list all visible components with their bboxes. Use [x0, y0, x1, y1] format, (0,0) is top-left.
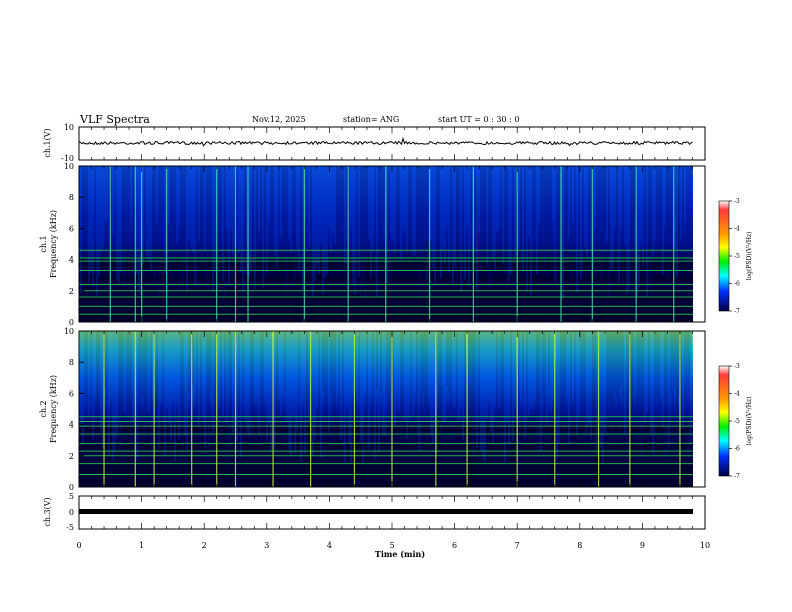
ch1-spec-ytick-label: 10	[64, 162, 74, 171]
ch2-colorbar-tick-label: -7	[734, 473, 740, 480]
x-tick-label: 8	[577, 541, 582, 550]
ch1-spec-ylabel-channel: ch.1	[39, 235, 48, 252]
ch1-colorbar-label: log(PSD)(V²/Hz)	[746, 232, 753, 281]
ch2-colorbar-tick-label: -4	[734, 391, 740, 398]
x-tick-label: 4	[327, 541, 332, 550]
ch2-colorbar-tick-label: -3	[734, 363, 740, 370]
date-label: Nov.12, 2025	[252, 115, 306, 124]
ch1-waveform-panel: ch.1(V) 10 -10	[43, 123, 706, 163]
ch1-ytick-top: 10	[64, 123, 74, 132]
ch1-spec-ytick-label: 8	[69, 193, 74, 202]
ch1-spec-ytick-label: 4	[69, 256, 74, 265]
ch1-ylabel: ch.1(V)	[43, 128, 52, 157]
ch1-spec-ylabel-frequency: Frequency (kHz)	[49, 210, 58, 278]
ch2-spec-ylabel-frequency: Frequency (kHz)	[49, 375, 58, 443]
x-tick-label: 3	[264, 541, 269, 550]
ch1-spectrogram-panel: ch.1 Frequency (kHz) 0 2 4 6 8 10	[39, 162, 706, 327]
ch3-waveform-panel: ch.3(V) 5 0 -5	[43, 492, 706, 532]
x-tick-label: 5	[389, 541, 394, 550]
ch1-colorbar-tick-label: -3	[734, 198, 740, 205]
ch2-colorbar: -3 -4 -5 -6 -7 log(PSD)(V²/Hz)	[718, 363, 753, 480]
x-tick-label: 6	[452, 541, 457, 550]
figure-title: VLF Spectra	[79, 113, 150, 126]
dark-band	[79, 444, 693, 450]
x-tick-label: 10	[700, 541, 710, 550]
ch3-ytick-mid: 0	[69, 508, 74, 517]
ch2-spec-ylabel-channel: ch.2	[39, 400, 48, 417]
ch2-spec-ytick-label: 0	[69, 483, 74, 492]
ch2-spectrogram-panel: ch.2 Frequency (kHz) 0 2 4 6 8 10	[39, 327, 706, 492]
ch1-colorbar-tick-label: -6	[734, 281, 740, 288]
ch1-colorbar-tick-label: -5	[734, 253, 740, 260]
ch1-spec-ytick-label: 2	[69, 287, 74, 296]
ch3-waveform-trace	[79, 509, 693, 514]
ch2-spec-ytick-label: 6	[69, 389, 74, 398]
ch2-spec-ytick-label: 4	[69, 421, 74, 430]
dark-band	[79, 426, 693, 433]
time-axis: 0 1 2 3 4 5 6 7 8 9 10	[76, 127, 710, 550]
ch2-spec-ytick-label: 10	[64, 327, 74, 336]
ch2-colorbar-label: log(PSD)(V²/Hz)	[746, 397, 753, 446]
x-tick-label: 9	[640, 541, 645, 550]
ch3-ylabel: ch.3(V)	[43, 497, 52, 526]
start-time-label: start UT = 0 : 30 : 0	[438, 115, 519, 124]
ch1-waveform-trace	[78, 136, 693, 147]
ch3-ytick-top: 5	[69, 492, 74, 501]
x-tick-label: 7	[515, 541, 520, 550]
ch2-spec-ytick-label: 2	[69, 452, 74, 461]
ch2-colorbar-tick-label: -5	[734, 418, 740, 425]
ch3-ytick-bottom: -5	[66, 523, 74, 532]
ch1-ytick-bottom: -10	[61, 154, 74, 163]
ch2-colorbar-tick-label: -6	[734, 446, 740, 453]
ch1-colorbar-tick-label: -4	[734, 226, 740, 233]
x-tick-label: 0	[76, 541, 81, 550]
dark-band	[79, 465, 693, 472]
ch1-colorbar-gradient	[718, 200, 730, 312]
ch1-colorbar-tick-label: -7	[734, 308, 740, 315]
dark-band	[79, 479, 693, 487]
ch2-spec-ytick-label: 8	[69, 358, 74, 367]
time-axis-label: Time (min)	[375, 549, 425, 559]
station-label: station= ANG	[343, 115, 399, 124]
ch2-colorbar-gradient	[718, 365, 730, 477]
x-tick-label: 1	[139, 541, 144, 550]
ch1-spec-ytick-label: 6	[69, 224, 74, 233]
ch1-spec-ytick-label: 0	[69, 318, 74, 327]
ch1-colorbar: -3 -4 -5 -6 -7 log(PSD)(V²/Hz)	[718, 198, 753, 315]
x-tick-label: 2	[202, 541, 207, 550]
